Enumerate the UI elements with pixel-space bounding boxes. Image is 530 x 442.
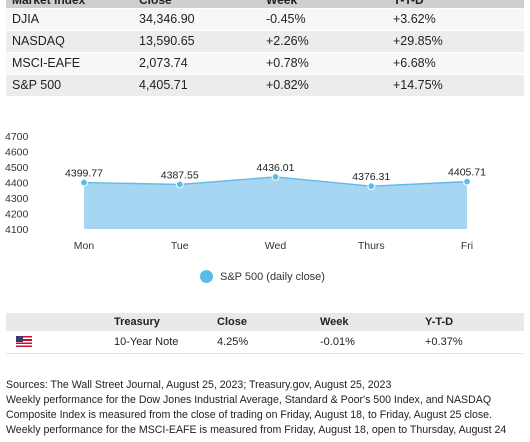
table-row: DJIA 34,346.90 -0.45% +3.62% (6, 7, 524, 30)
x-tick-label: Fri (461, 240, 473, 252)
footnote-line: Sources: The Wall Street Journal, August… (6, 379, 392, 391)
y-tick-label: 4200 (5, 209, 29, 221)
table-row: NASDAQ 13,590.65 +2.26% +29.85% (6, 29, 524, 52)
chart-legend: S&P 500 (daily close) (200, 270, 325, 283)
footnote-line: Weekly performance for the Dow Jones Ind… (6, 394, 492, 406)
index-name: DJIA (6, 7, 133, 30)
treasury-table-header: Treasury Close Week Y-T-D (6, 313, 524, 331)
index-week: +0.78% (260, 51, 387, 74)
header-blank (6, 313, 108, 331)
index-week: +2.26% (260, 29, 387, 52)
index-ytd: +6.68% (387, 51, 524, 74)
data-label: 4399.77 (65, 168, 103, 180)
data-label: 4387.55 (161, 169, 199, 181)
treasury-ytd: +0.37% (419, 331, 524, 354)
index-name: NASDAQ (6, 29, 133, 52)
data-point (367, 182, 376, 191)
header-week: Week (260, 0, 387, 8)
header-close: Close (211, 313, 314, 331)
index-ytd: +29.85% (387, 29, 524, 52)
sp500-area-chart: 4100 4200 4300 4400 4500 4600 4700 4399.77 4387.… (5, 131, 486, 252)
index-ytd: +3.62% (387, 7, 524, 30)
data-point (175, 180, 184, 189)
index-name: S&P 500 (6, 73, 133, 96)
index-name: MSCI-EAFE (6, 51, 133, 74)
table-row: 10-Year Note 4.25% -0.01% +0.37% (6, 331, 524, 354)
treasury-name: 10-Year Note (108, 331, 211, 354)
index-ytd: +14.75% (387, 73, 524, 96)
x-tick-label: Thurs (358, 240, 385, 252)
index-close: 4,405.71 (133, 73, 260, 96)
legend-label: S&P 500 (daily close) (220, 270, 325, 283)
y-tick-label: 4400 (5, 178, 29, 190)
table-row: S&P 500 4,405.71 +0.82% +14.75% (6, 73, 524, 96)
us-flag-icon (16, 336, 32, 348)
data-label: 4436.01 (257, 162, 295, 174)
treasury-table: Treasury Close Week Y-T-D 10-Year Note 4… (6, 313, 524, 354)
flag-cell (6, 331, 108, 354)
header-ytd: Y-T-D (387, 0, 524, 8)
x-tick-label: Wed (265, 240, 287, 252)
treasury-week: -0.01% (314, 331, 419, 354)
y-tick-label: 4300 (5, 193, 29, 205)
data-label: 4376.31 (352, 171, 390, 183)
y-tick-label: 4700 (5, 131, 29, 143)
market-table-header: Market Index Close Week Y-T-D (6, 0, 524, 8)
data-point (463, 177, 471, 186)
index-week: +0.82% (260, 73, 387, 96)
footnote-line: Weekly performance for the MSCI-EAFE is … (6, 424, 507, 436)
data-point (80, 178, 88, 187)
header-treasury: Treasury (108, 313, 211, 331)
treasury-close: 4.25% (211, 331, 314, 354)
legend-swatch-icon (200, 270, 213, 283)
data-point (271, 173, 280, 181)
index-close: 2,073.74 (133, 51, 260, 74)
market-index-table: Market Index Close Week Y-T-D DJIA 34,34… (6, 0, 524, 96)
data-label: 4405.71 (448, 167, 486, 179)
table-row: MSCI-EAFE 2,073.74 +0.78% +6.68% (6, 51, 524, 74)
x-tick-label: Mon (74, 240, 95, 252)
footnotes: Sources: The Wall Street Journal, August… (6, 378, 526, 438)
index-week: -0.45% (260, 7, 387, 30)
index-close: 34,346.90 (133, 7, 260, 30)
header-week: Week (314, 313, 419, 331)
y-tick-label: 4100 (5, 224, 29, 236)
header-ytd: Y-T-D (419, 313, 524, 331)
footnote-line: Composite Index is measured from the clo… (6, 409, 492, 421)
index-close: 13,590.65 (133, 29, 260, 52)
y-tick-label: 4600 (5, 147, 29, 159)
header-market-index: Market Index (6, 0, 133, 8)
y-tick-label: 4500 (5, 162, 29, 174)
x-tick-label: Tue (171, 240, 189, 252)
header-close: Close (133, 0, 260, 8)
